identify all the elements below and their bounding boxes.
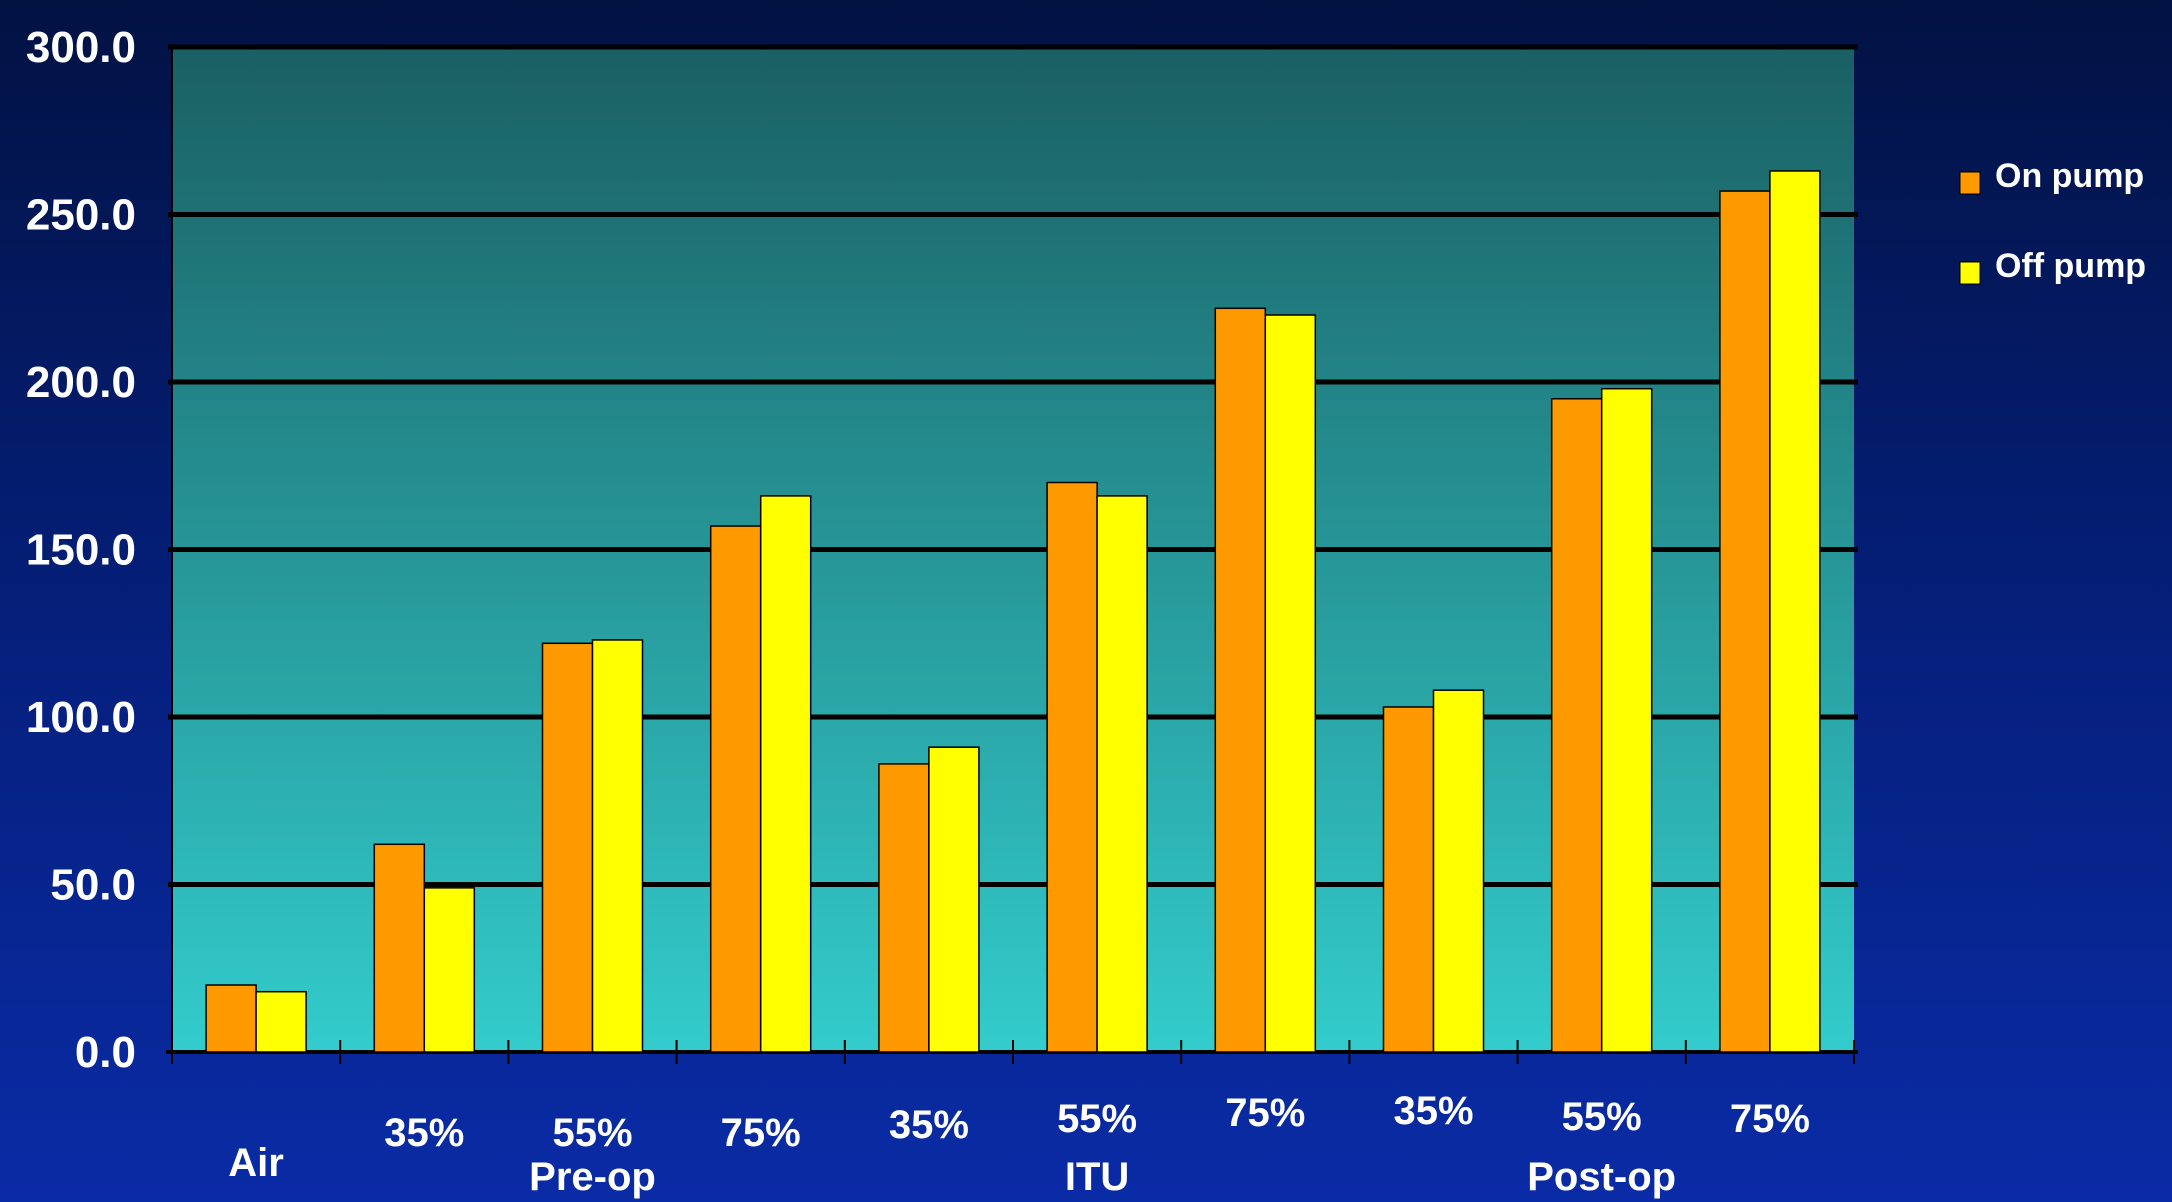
bar-off-pump — [1432, 689, 1485, 1053]
y-tick-label: 300.0 — [26, 23, 136, 72]
x-category-label: 35% — [889, 1103, 969, 1147]
bar-on-pump — [1046, 481, 1098, 1053]
y-axis: 0.0 50.0 100.0 150.0 200.0 250.0 300.0 — [26, 23, 173, 1077]
bar-series — [205, 170, 1821, 1053]
x-category-label: 55% — [1057, 1097, 1137, 1141]
x-category-label: 75% — [721, 1111, 801, 1155]
bar-on-pump — [1550, 398, 1603, 1053]
bar-off-pump — [759, 495, 812, 1053]
bar-off-pump — [1769, 170, 1821, 1053]
y-tick-label: 0.0 — [75, 1028, 136, 1077]
x-category-label: 35% — [1393, 1089, 1473, 1133]
legend-label: Off pump — [1995, 247, 2146, 285]
x-group-label: ITU — [1065, 1155, 1129, 1199]
x-category-label: Air — [228, 1141, 284, 1185]
x-category-label: 75% — [1225, 1091, 1305, 1135]
bar-on-pump — [878, 763, 930, 1053]
y-tick-label: 150.0 — [26, 526, 136, 575]
bar-on-pump — [1214, 307, 1267, 1053]
grid-lines — [168, 44, 1858, 887]
bar-on-pump — [1719, 190, 1771, 1053]
y-tick-label: 50.0 — [50, 861, 136, 910]
bar-off-pump — [1096, 495, 1148, 1053]
x-category-label: 75% — [1730, 1097, 1810, 1141]
x-category-label: 35% — [384, 1111, 464, 1155]
bar-off-pump — [255, 990, 307, 1053]
y-tick-label: 200.0 — [26, 358, 136, 407]
bar-off-pump — [1600, 387, 1653, 1053]
y-tick-label: 100.0 — [26, 693, 136, 742]
bar-on-pump — [373, 843, 426, 1053]
legend-swatch — [1959, 171, 1981, 195]
bar-off-pump — [591, 639, 644, 1053]
bar-off-pump — [928, 746, 980, 1053]
bar-on-pump — [1382, 706, 1435, 1053]
bar-off-pump — [423, 887, 476, 1053]
legend: On pump Off pump — [1959, 157, 2146, 285]
bar-on-pump — [709, 525, 762, 1053]
bar-on-pump — [541, 642, 594, 1053]
legend-label: On pump — [1995, 157, 2144, 195]
legend-swatch — [1959, 261, 1981, 285]
y-tick-label: 250.0 — [26, 191, 136, 240]
x-category-label: 55% — [552, 1111, 632, 1155]
bar-off-pump — [1264, 314, 1317, 1053]
bar-on-pump — [205, 984, 257, 1053]
x-axis: Air 35% 55% 75% 35% 55% 75% 35% 55% 75% Pre-op ITU P… — [166, 1040, 1858, 1199]
x-group-label: Post-op — [1527, 1155, 1676, 1199]
x-category-label: 55% — [1562, 1095, 1642, 1139]
x-group-label: Pre-op — [529, 1155, 656, 1199]
